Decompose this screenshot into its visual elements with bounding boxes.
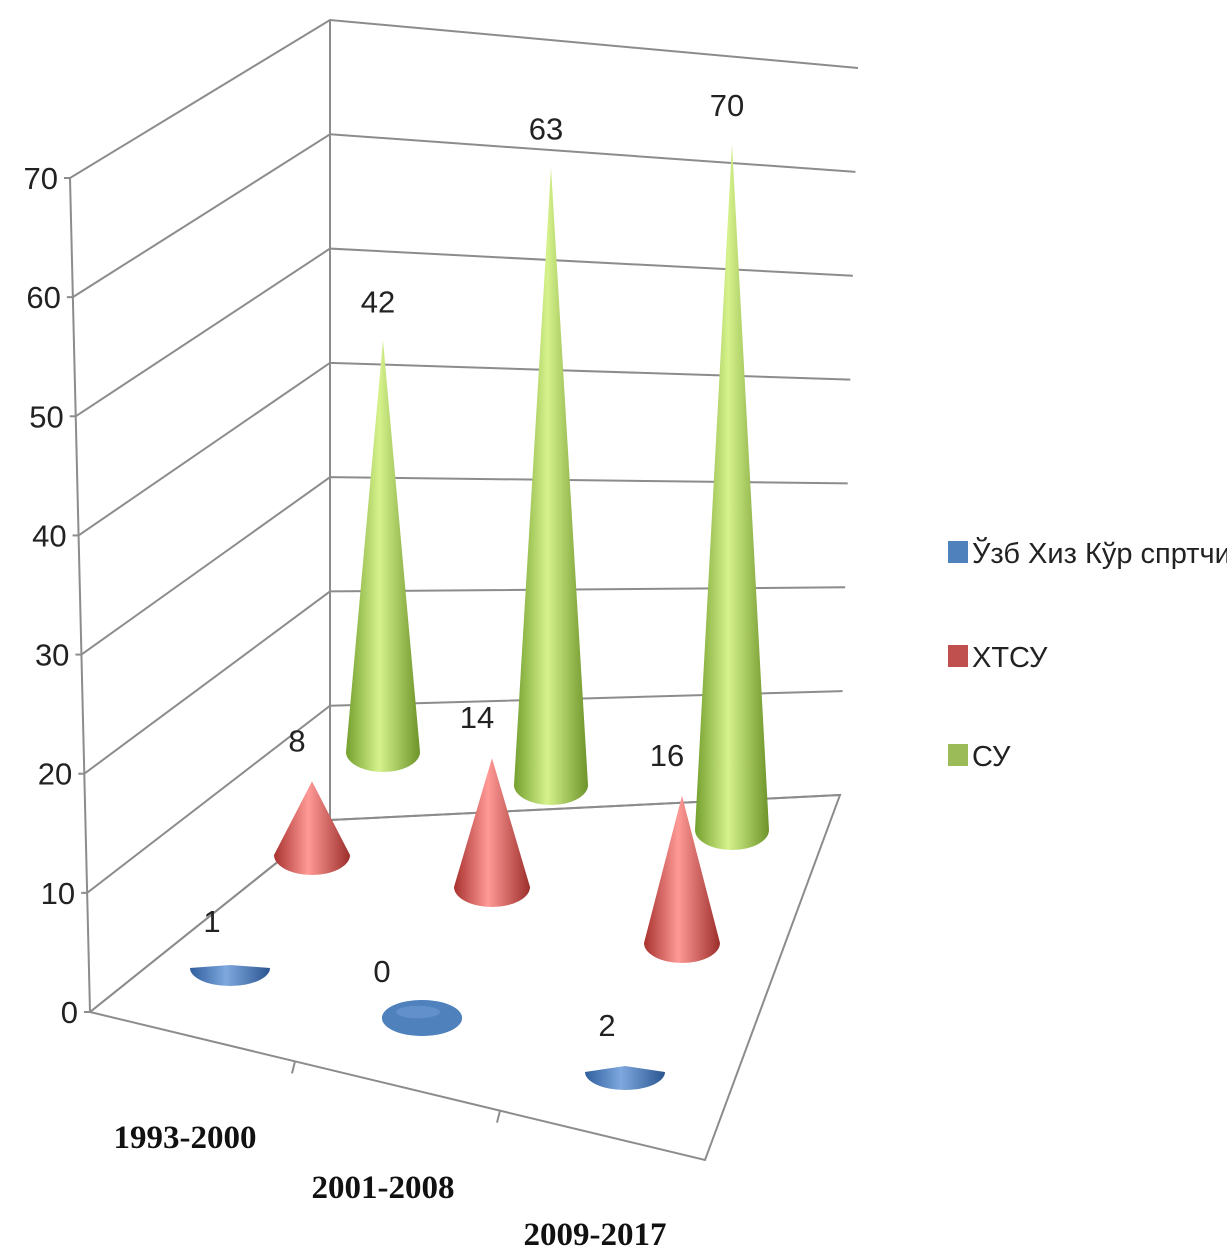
cone-1-0 xyxy=(274,781,350,875)
cone-body xyxy=(190,965,270,986)
category-label: 2009-2017 xyxy=(524,1217,667,1253)
legend-label: Ўзб Хиз Кўр спртчи xyxy=(972,536,1227,570)
y-tick-label: 30 xyxy=(35,638,69,673)
legend-item: СУ xyxy=(948,741,1011,773)
legend-label: ХТСУ xyxy=(972,642,1048,674)
data-label: 0 xyxy=(373,954,390,989)
y-tick-label: 10 xyxy=(41,876,75,911)
cone-0-2 xyxy=(585,1066,665,1090)
y-tick-label: 70 xyxy=(24,161,58,196)
y-axis-line xyxy=(69,177,91,1013)
data-label: 70 xyxy=(710,88,744,123)
cone-0-0 xyxy=(190,965,270,986)
y-tick-label: 20 xyxy=(38,757,72,792)
cone-body xyxy=(454,758,530,907)
y-tick-label: 0 xyxy=(61,995,78,1030)
data-label: 63 xyxy=(529,112,563,147)
legend-swatch xyxy=(948,645,968,667)
y-tick-label: 40 xyxy=(32,518,66,553)
cone-0-1 xyxy=(382,1000,462,1036)
data-label: 14 xyxy=(460,700,494,735)
cone-1-1 xyxy=(454,758,530,907)
cone-1-2 xyxy=(644,795,720,963)
y-tick-label: 50 xyxy=(29,399,63,434)
cone-2-0 xyxy=(346,340,420,772)
category-label: 1993-2000 xyxy=(114,1120,257,1156)
cone-body xyxy=(274,781,350,875)
cone-2-1 xyxy=(514,167,588,806)
category-label: 2001-2008 xyxy=(312,1170,455,1206)
cone-body xyxy=(644,795,720,963)
x-tick-mark xyxy=(291,1061,296,1074)
cone-body xyxy=(585,1066,665,1090)
data-label: 16 xyxy=(650,738,684,773)
cone-body xyxy=(514,167,588,806)
data-label: 42 xyxy=(361,284,395,319)
data-label: 8 xyxy=(288,723,305,758)
legend-item: Ўзб Хиз Кўр спртчи xyxy=(948,536,1227,570)
data-label: 2 xyxy=(598,1008,615,1043)
legend-label: СУ xyxy=(972,741,1011,773)
legend-swatch xyxy=(948,744,968,766)
legend-swatch xyxy=(948,541,968,563)
cone-2-2 xyxy=(695,144,769,850)
cone-highlight xyxy=(396,1005,440,1019)
x-tick-mark xyxy=(496,1110,501,1123)
cone-body xyxy=(346,340,420,772)
legend-item: ХТСУ xyxy=(948,642,1048,674)
cone-body xyxy=(695,144,769,850)
y-tick-label: 60 xyxy=(26,280,60,315)
data-label: 1 xyxy=(203,904,220,939)
